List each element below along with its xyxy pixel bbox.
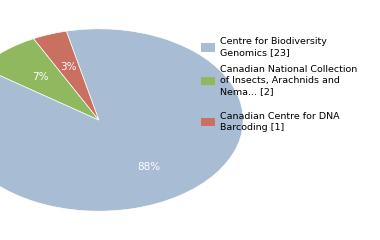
Text: 3%: 3% <box>60 62 76 72</box>
Text: 7%: 7% <box>32 72 49 82</box>
Bar <box>201 118 215 126</box>
Text: Canadian Centre for DNA
Barcoding [1]: Canadian Centre for DNA Barcoding [1] <box>220 112 340 132</box>
Bar <box>201 43 215 52</box>
Wedge shape <box>33 31 99 120</box>
Text: Centre for Biodiversity
Genomics [23]: Centre for Biodiversity Genomics [23] <box>220 37 327 57</box>
Text: Canadian National Collection
of Insects, Arachnids and
Nema... [2]: Canadian National Collection of Insects,… <box>220 66 358 96</box>
Wedge shape <box>0 29 243 211</box>
Bar <box>201 77 215 85</box>
Wedge shape <box>0 39 99 120</box>
Text: 88%: 88% <box>137 162 160 172</box>
